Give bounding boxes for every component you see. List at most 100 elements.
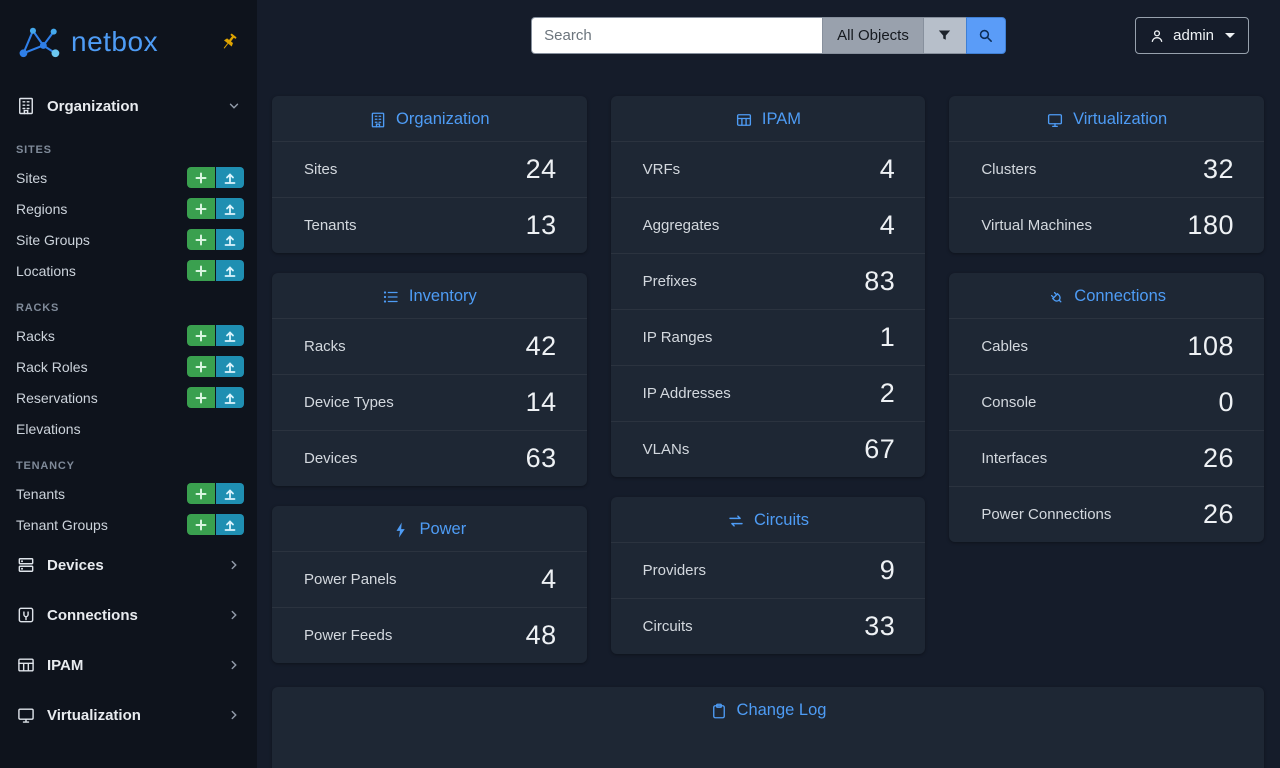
import-button[interactable] — [216, 483, 244, 504]
stat-row[interactable]: Device Types 14 — [272, 374, 587, 430]
object-type-button[interactable]: All Objects — [822, 17, 923, 54]
user-menu-button[interactable]: admin — [1135, 17, 1249, 54]
sidebar-item-tenants[interactable]: Tenants — [0, 478, 257, 509]
import-button[interactable] — [216, 260, 244, 281]
stat-value: 48 — [525, 620, 557, 650]
stat-row[interactable]: Racks 42 — [272, 318, 587, 374]
stat-row[interactable]: Providers 9 — [610, 542, 926, 598]
sidebar-item-label: Tenants — [16, 485, 66, 502]
sidebar-item-label: Organization — [47, 97, 139, 115]
pin-sidebar-button[interactable] — [217, 30, 241, 54]
stat-value: 4 — [541, 564, 557, 594]
stat-row[interactable]: Console 0 — [949, 374, 1264, 430]
import-button[interactable] — [216, 198, 244, 219]
import-button[interactable] — [216, 514, 244, 535]
stat-value: 83 — [864, 266, 896, 296]
sidebar-item-reservations[interactable]: Reservations — [0, 382, 257, 413]
sidebar-item-racks[interactable]: Racks — [0, 320, 257, 351]
sidebar-item-sites[interactable]: Sites — [0, 162, 257, 193]
stat-row[interactable]: Power Connections 26 — [949, 486, 1264, 542]
add-button[interactable] — [187, 356, 215, 377]
sidebar-item-label: IPAM — [47, 656, 84, 674]
stat-label: Power Feeds — [304, 627, 393, 644]
stat-row[interactable]: Aggregates 4 — [610, 197, 926, 253]
plus-icon — [195, 361, 207, 372]
sidebar-item-organization[interactable]: Organization — [0, 84, 257, 128]
stat-row[interactable]: Interfaces 26 — [949, 430, 1264, 486]
building-icon — [371, 112, 385, 127]
add-button[interactable] — [187, 514, 215, 535]
sidebar-item-site-groups[interactable]: Site Groups — [0, 224, 257, 255]
sidebar-item-label: Elevations — [16, 420, 81, 437]
stat-row[interactable]: Devices 63 — [272, 430, 587, 486]
card-title: Virtualization — [949, 96, 1264, 141]
add-button[interactable] — [187, 198, 215, 219]
user-name: admin — [1173, 27, 1214, 44]
sidebar-item-locations[interactable]: Locations — [0, 255, 257, 286]
user-icon — [1151, 29, 1163, 42]
sidebar-item-elevations[interactable]: Elevations — [0, 413, 257, 444]
circuits-card: Circuits Providers 9 Circuits 33 — [610, 497, 926, 654]
brand-row: netbox — [0, 0, 257, 84]
stat-label: Device Types — [304, 394, 394, 411]
plus-icon — [195, 234, 207, 245]
stat-value: 42 — [525, 331, 557, 361]
stat-value: 108 — [1187, 331, 1234, 361]
filter-button[interactable] — [922, 17, 966, 54]
stat-value: 24 — [525, 154, 557, 184]
stat-row[interactable]: Virtual Machines 180 — [949, 197, 1264, 253]
import-button[interactable] — [216, 325, 244, 346]
stat-value: 13 — [525, 210, 557, 240]
sidebar-item-label: Virtualization — [47, 706, 141, 724]
add-button[interactable] — [187, 325, 215, 346]
add-button[interactable] — [187, 229, 215, 250]
stat-row[interactable]: Tenants 13 — [272, 197, 587, 253]
import-button[interactable] — [216, 167, 244, 188]
sidebar-item-tenant-groups[interactable]: Tenant Groups — [0, 509, 257, 540]
sidebar-item-rack-roles[interactable]: Rack Roles — [0, 351, 257, 382]
plus-icon — [195, 488, 207, 499]
brand-name: netbox — [71, 26, 159, 57]
stat-row[interactable]: Power Feeds 48 — [272, 607, 587, 663]
stat-row[interactable]: VLANs 67 — [610, 421, 926, 477]
stat-row[interactable]: Circuits 33 — [610, 598, 926, 654]
stat-row[interactable]: IP Addresses 2 — [610, 365, 926, 421]
stat-label: Sites — [304, 161, 338, 178]
stat-row[interactable]: Power Panels 4 — [272, 551, 587, 607]
add-button[interactable] — [187, 387, 215, 408]
stat-label: Racks — [304, 338, 346, 355]
sidebar-item-connections[interactable]: Connections — [0, 590, 257, 640]
search-input[interactable] — [531, 17, 823, 54]
stat-label: IP Ranges — [642, 329, 713, 346]
sidebar-item-virtualization[interactable]: Virtualization — [0, 690, 257, 740]
stat-row[interactable]: Clusters 32 — [949, 141, 1264, 197]
plus-icon — [195, 172, 207, 183]
stat-value: 14 — [525, 387, 557, 417]
add-button[interactable] — [187, 260, 215, 281]
stat-row[interactable]: Prefixes 83 — [610, 253, 926, 309]
search-button[interactable] — [965, 17, 1006, 54]
card-title: Organization — [272, 96, 587, 141]
stat-label: Interfaces — [981, 450, 1048, 467]
stat-label: IP Addresses — [642, 385, 731, 402]
stat-row[interactable]: Cables 108 — [949, 318, 1264, 374]
add-button[interactable] — [187, 483, 215, 504]
sidebar-item-ipam[interactable]: IPAM — [0, 640, 257, 690]
sidebar-item-regions[interactable]: Regions — [0, 193, 257, 224]
import-button[interactable] — [216, 229, 244, 250]
netbox-logo[interactable]: netbox — [16, 23, 158, 61]
import-button[interactable] — [216, 387, 244, 408]
chevron-right-icon — [231, 560, 237, 570]
stat-row[interactable]: IP Ranges 1 — [610, 309, 926, 365]
stat-row[interactable]: Sites 24 — [272, 141, 587, 197]
dashboard-column-3: Virtualization Clusters 32 Virtual Machin… — [949, 96, 1264, 542]
list-icon — [383, 290, 398, 303]
dashboard: Organization Sites 24 Tenants 13 Inventory… — [257, 71, 1280, 663]
stat-row[interactable]: VRFs 4 — [610, 141, 926, 197]
item-actions — [187, 325, 244, 346]
add-button[interactable] — [187, 167, 215, 188]
search-group: All Objects — [531, 17, 1006, 54]
import-button[interactable] — [216, 356, 244, 377]
sidebar-item-devices[interactable]: Devices — [0, 540, 257, 590]
